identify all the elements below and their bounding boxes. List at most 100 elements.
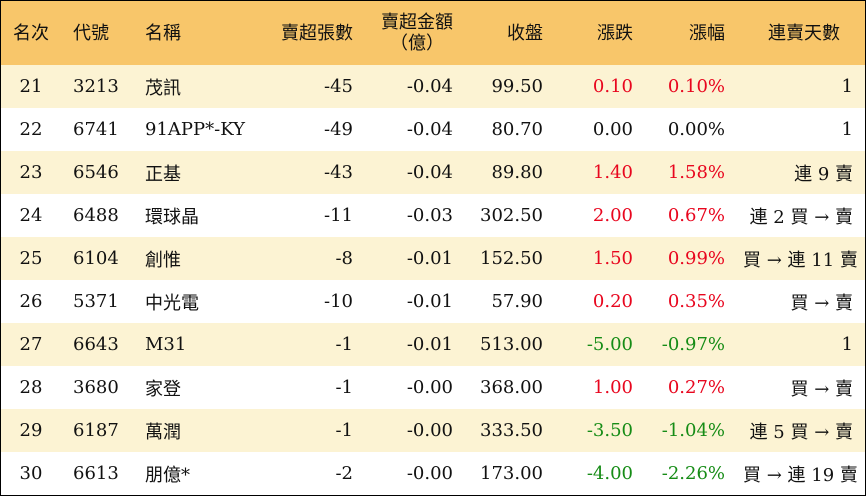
cell-name: 中光電: [145, 292, 199, 314]
cell-change: 1.40: [592, 162, 633, 183]
cell-net-sell-amount: -0.01: [406, 334, 453, 355]
cell-close: 89.80: [491, 162, 543, 183]
cell-name: 環球晶: [145, 206, 199, 228]
cell-close: 152.50: [480, 248, 543, 269]
cell-net-sell-amount: -0.03: [406, 205, 453, 226]
cell-code: 6488: [73, 205, 119, 226]
cell-net-sell-volume: -10: [324, 291, 353, 312]
cell-net-sell-amount: -0.00: [406, 420, 453, 441]
header-name: 名稱: [145, 22, 181, 44]
header-code: 代號: [73, 22, 109, 44]
header-change: 漲跌: [597, 22, 633, 44]
cell-rank: 24: [19, 205, 43, 226]
cell-code: 6643: [73, 334, 119, 355]
table-row[interactable]: 23 6546 正基 -43 -0.04 89.80 1.40 1.58% 連 9 賣: [1, 151, 865, 194]
cell-code: 3213: [73, 76, 119, 97]
cell-consecutive-days: 連 9 賣: [794, 163, 853, 185]
cell-net-sell-amount: -0.01: [406, 291, 453, 312]
cell-net-sell-volume: -11: [324, 205, 353, 226]
cell-consecutive-days: 1: [841, 334, 853, 355]
cell-change: -4.00: [586, 463, 633, 484]
cell-net-sell-volume: -2: [335, 463, 353, 484]
cell-name: 創惟: [145, 249, 181, 271]
cell-close: 99.50: [491, 76, 543, 97]
cell-code: 6546: [73, 162, 119, 183]
cell-rank: 30: [19, 463, 43, 484]
cell-code: 3680: [73, 377, 119, 398]
table-row[interactable]: 25 6104 創惟 -8 -0.01 152.50 1.50 0.99% 買 → 連 11 賣: [1, 237, 865, 280]
cell-close: 513.00: [480, 334, 543, 355]
cell-close: 173.00: [480, 463, 543, 484]
header-consecutive-days: 連賣天數: [768, 22, 840, 44]
cell-consecutive-days: 連 5 買 → 賣: [749, 421, 853, 443]
cell-change-pct: -0.97%: [661, 334, 725, 355]
cell-rank: 21: [19, 76, 43, 97]
cell-rank: 23: [19, 162, 43, 183]
cell-consecutive-days: 1: [841, 76, 853, 97]
header-net-sell-amount-line1: 賣超金額: [381, 12, 453, 33]
table-row[interactable]: 24 6488 環球晶 -11 -0.03 302.50 2.00 0.67% 連 2 買 → …: [1, 194, 865, 237]
header-rank: 名次: [13, 22, 49, 44]
cell-net-sell-volume: -1: [335, 334, 353, 355]
cell-net-sell-volume: -49: [324, 119, 353, 140]
cell-rank: 26: [19, 291, 43, 312]
header-net-sell-amount: 賣超金額 （億）: [373, 1, 473, 65]
cell-net-sell-amount: -0.01: [406, 248, 453, 269]
cell-consecutive-days: 1: [841, 119, 853, 140]
cell-name: 朋億*: [145, 464, 190, 486]
cell-net-sell-volume: -1: [335, 377, 353, 398]
cell-name: M31: [145, 334, 187, 355]
cell-close: 302.50: [480, 205, 543, 226]
cell-change-pct: -2.26%: [661, 463, 725, 484]
cell-name: 茂訊: [145, 77, 181, 99]
cell-name: 91APP*-KY: [145, 119, 246, 140]
cell-consecutive-days: 買 → 連 11 賣: [743, 249, 858, 271]
cell-change: 0.10: [592, 76, 633, 97]
cell-rank: 28: [19, 377, 43, 398]
cell-net-sell-amount: -0.04: [406, 119, 453, 140]
cell-close: 80.70: [491, 119, 543, 140]
cell-net-sell-volume: -1: [335, 420, 353, 441]
table-row[interactable]: 21 3213 茂訊 -45 -0.04 99.50 0.10 0.10% 1: [1, 65, 865, 108]
cell-change: -5.00: [586, 334, 633, 355]
cell-consecutive-days: 買 → 賣: [790, 378, 853, 400]
table-row[interactable]: 22 6741 91APP*-KY -49 -0.04 80.70 0.00 0.00% 1: [1, 108, 865, 151]
cell-change: 0.00: [592, 119, 633, 140]
cell-code: 6613: [73, 463, 119, 484]
cell-close: 57.90: [491, 291, 543, 312]
cell-name: 家登: [145, 378, 181, 400]
table-row[interactable]: 27 6643 M31 -1 -0.01 513.00 -5.00 -0.97% 1: [1, 323, 865, 366]
cell-change: 1.00: [592, 377, 633, 398]
cell-net-sell-volume: -45: [324, 76, 353, 97]
cell-close: 333.50: [480, 420, 543, 441]
cell-net-sell-volume: -43: [324, 162, 353, 183]
cell-change: 1.50: [592, 248, 633, 269]
cell-name: 萬潤: [145, 421, 181, 443]
cell-change-pct: 0.00%: [667, 119, 725, 140]
cell-net-sell-amount: -0.04: [406, 162, 453, 183]
table-row[interactable]: 28 3680 家登 -1 -0.00 368.00 1.00 0.27% 買 → 賣: [1, 366, 865, 409]
cell-change: -3.50: [586, 420, 633, 441]
cell-change-pct: 0.35%: [667, 291, 725, 312]
table-row[interactable]: 26 5371 中光電 -10 -0.01 57.90 0.20 0.35% 買 → 賣: [1, 280, 865, 323]
cell-rank: 27: [19, 334, 43, 355]
cell-consecutive-days: 連 2 買 → 賣: [749, 206, 853, 228]
header-net-sell-amount-line2: （億）: [390, 33, 444, 54]
cell-change-pct: 1.58%: [667, 162, 725, 183]
cell-change-pct: 0.67%: [667, 205, 725, 226]
header-change-pct: 漲幅: [689, 22, 725, 44]
cell-consecutive-days: 買 → 連 19 賣: [743, 464, 858, 486]
header-row: 名次 代號 名稱 賣超張數 賣超金額 （億） 收盤 漲跌 漲幅 連賣天數: [1, 1, 865, 65]
table-row[interactable]: 30 6613 朋億* -2 -0.00 173.00 -4.00 -2.26% 買 → 連 1…: [1, 452, 865, 495]
cell-change: 2.00: [592, 205, 633, 226]
header-net-sell-volume: 賣超張數: [281, 22, 353, 44]
header-close: 收盤: [507, 22, 543, 44]
cell-net-sell-amount: -0.04: [406, 76, 453, 97]
cell-rank: 25: [19, 248, 43, 269]
table-row[interactable]: 29 6187 萬潤 -1 -0.00 333.50 -3.50 -1.04% 連 5 買 → …: [1, 409, 865, 452]
cell-rank: 29: [19, 420, 43, 441]
cell-name: 正基: [145, 163, 181, 185]
cell-code: 6187: [73, 420, 119, 441]
